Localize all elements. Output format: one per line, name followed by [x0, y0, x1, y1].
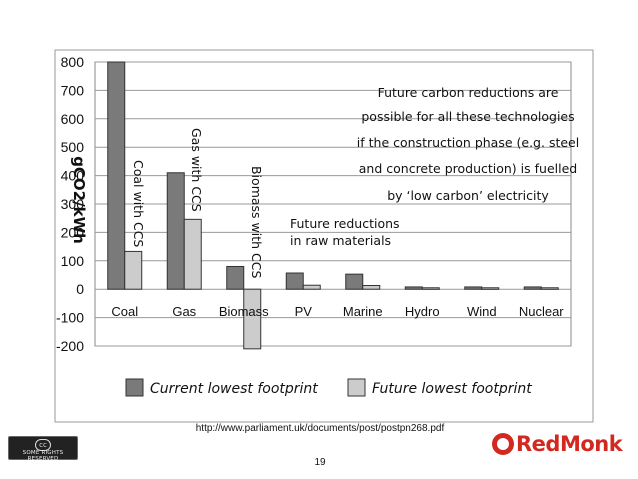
- y-tick-label: 300: [61, 196, 85, 212]
- annotation-future-carbon-2: possible for all these technologies: [361, 109, 574, 124]
- annotation-biomass-ccs: Biomass with CCS: [249, 166, 264, 278]
- bar-pv-future: [302, 284, 321, 290]
- y-tick-label: 600: [61, 111, 85, 127]
- bar-marine-future: [362, 285, 381, 290]
- bar-coal-future: [124, 250, 143, 290]
- bar-nuclear-current: [523, 286, 542, 290]
- annotation-future-carbon-1: Future carbon reductions are: [378, 85, 559, 100]
- redmonk-wordmark: RedMonk: [516, 432, 623, 456]
- legend-swatch-future: [347, 378, 366, 397]
- bar-biomass-current: [226, 265, 245, 290]
- redmonk-logo: RedMonk: [492, 430, 623, 458]
- legend-swatch-current: [125, 378, 144, 397]
- x-tick-label: PV: [295, 304, 313, 319]
- bar-gas-future: [183, 218, 202, 290]
- y-tick-label: 100: [61, 253, 85, 269]
- y-tick-label: -200: [56, 338, 84, 354]
- bar-coal-current: [107, 61, 126, 290]
- y-tick-label: 800: [61, 54, 85, 70]
- annotation-raw-materials-1: Future reductions: [290, 216, 400, 231]
- source-url[interactable]: http://www.parliament.uk/documents/post/…: [195, 423, 445, 434]
- bar-nuclear-future: [540, 287, 559, 290]
- annotation-future-carbon-5: by ‘low carbon’ electricity: [387, 188, 549, 203]
- legend-label-future: Future lowest footprint: [372, 381, 532, 397]
- bar-gas-current: [166, 172, 185, 290]
- bar-wind-future: [481, 287, 500, 290]
- annotation-future-carbon-4: and concrete production) is fuelled: [359, 161, 577, 176]
- legend-label-current: Current lowest footprint: [150, 381, 318, 397]
- bar-pv-current: [285, 272, 304, 290]
- x-tick-label: Gas: [172, 304, 196, 319]
- x-tick-label: Marine: [343, 304, 383, 319]
- page-number: 19: [314, 457, 326, 468]
- x-tick-label: Biomass: [219, 304, 269, 319]
- y-tick-label: 0: [76, 281, 84, 297]
- y-tick-label: 400: [61, 168, 85, 184]
- license-text: SOME RIGHTS RESERVED: [22, 450, 64, 462]
- annotation-gas-ccs: Gas with CCS: [189, 128, 204, 212]
- y-tick-label: 500: [61, 139, 85, 155]
- y-tick-label: -100: [56, 310, 84, 326]
- y-axis-label: gCO2/kWh: [70, 156, 88, 244]
- bar-biomass-future: [243, 288, 262, 350]
- cc-icon: cc: [35, 439, 51, 451]
- bar-hydro-future: [421, 287, 440, 290]
- bar-marine-current: [345, 273, 364, 290]
- y-tick-label: 200: [61, 224, 85, 240]
- annotation-coal-ccs: Coal with CCS: [131, 160, 146, 247]
- bar-hydro-current: [404, 286, 423, 290]
- annotation-raw-materials-2: in raw materials: [290, 233, 391, 248]
- bar-wind-current: [464, 286, 483, 290]
- redmonk-logo-icon: [492, 433, 514, 455]
- x-tick-label: Wind: [467, 304, 497, 319]
- annotation-future-carbon-3: if the construction phase (e.g. steel: [357, 135, 579, 150]
- creative-commons-badge[interactable]: cc SOME RIGHTS RESERVED: [8, 436, 78, 462]
- x-tick-label: Hydro: [405, 304, 440, 319]
- y-tick-label: 700: [61, 82, 85, 98]
- x-tick-label: Coal: [111, 304, 138, 319]
- x-tick-label: Nuclear: [519, 304, 564, 319]
